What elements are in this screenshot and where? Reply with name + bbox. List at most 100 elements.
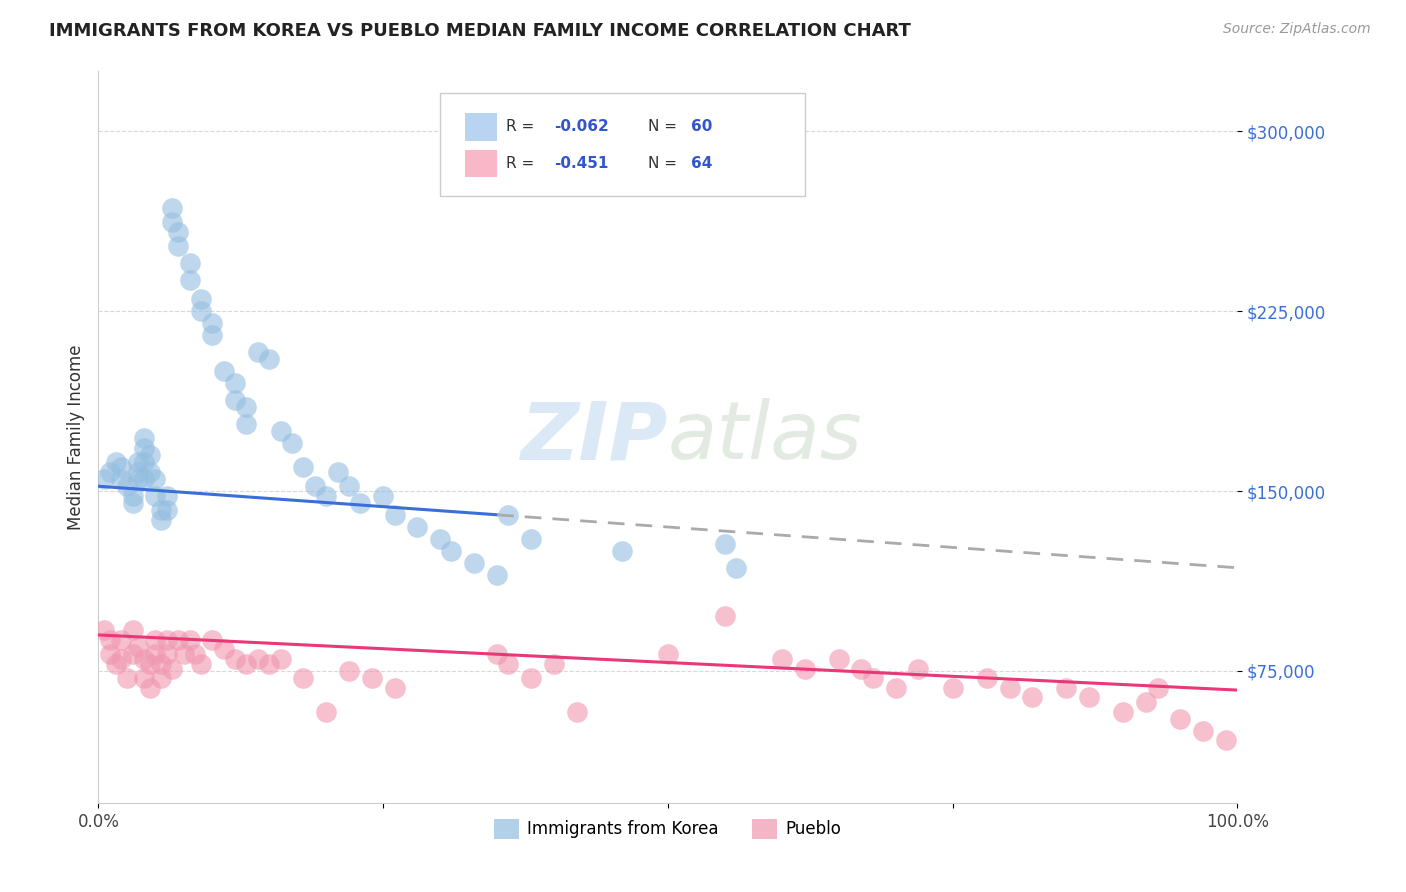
Point bbox=[498, 657, 520, 671]
Point bbox=[714, 608, 737, 623]
Point bbox=[138, 657, 160, 671]
Point bbox=[884, 681, 907, 695]
Point bbox=[246, 652, 269, 666]
Point bbox=[770, 652, 793, 666]
Point bbox=[862, 671, 884, 685]
Point bbox=[1192, 723, 1215, 738]
Point bbox=[121, 489, 143, 503]
Point bbox=[156, 647, 179, 661]
Point bbox=[1215, 733, 1237, 747]
Text: -0.451: -0.451 bbox=[554, 156, 609, 171]
Point bbox=[201, 632, 224, 647]
Point bbox=[270, 652, 292, 666]
Point bbox=[270, 424, 292, 438]
Point bbox=[138, 465, 160, 479]
Point bbox=[145, 632, 167, 647]
FancyBboxPatch shape bbox=[440, 94, 804, 195]
Point bbox=[907, 661, 929, 675]
Point bbox=[520, 532, 543, 546]
Point bbox=[98, 647, 121, 661]
Text: -0.062: -0.062 bbox=[554, 120, 609, 135]
Point bbox=[121, 496, 143, 510]
Point bbox=[292, 671, 315, 685]
Point bbox=[235, 657, 257, 671]
Point bbox=[828, 652, 851, 666]
Text: atlas: atlas bbox=[668, 398, 863, 476]
Point bbox=[132, 455, 155, 469]
Text: 64: 64 bbox=[690, 156, 711, 171]
Point bbox=[145, 647, 167, 661]
Point bbox=[224, 392, 246, 407]
Point bbox=[201, 328, 224, 343]
Point bbox=[110, 632, 132, 647]
Point bbox=[132, 441, 155, 455]
Point bbox=[406, 520, 429, 534]
Point bbox=[1021, 690, 1043, 705]
Point bbox=[115, 479, 138, 493]
Y-axis label: Median Family Income: Median Family Income bbox=[66, 344, 84, 530]
Point bbox=[132, 652, 155, 666]
Point bbox=[167, 225, 190, 239]
Point bbox=[520, 671, 543, 685]
Point bbox=[127, 465, 149, 479]
Point bbox=[132, 671, 155, 685]
Point bbox=[486, 647, 509, 661]
Point bbox=[145, 489, 167, 503]
Point bbox=[132, 472, 155, 486]
Text: N =: N = bbox=[648, 120, 682, 135]
Point bbox=[714, 537, 737, 551]
Point bbox=[371, 489, 394, 503]
Point bbox=[93, 623, 115, 637]
Point bbox=[167, 239, 190, 253]
Point bbox=[851, 661, 873, 675]
Point bbox=[998, 681, 1021, 695]
Point bbox=[150, 671, 173, 685]
Point bbox=[138, 448, 160, 462]
Point bbox=[224, 652, 246, 666]
Point bbox=[337, 664, 360, 678]
Point bbox=[179, 632, 201, 647]
Point bbox=[486, 568, 509, 582]
Point bbox=[793, 661, 815, 675]
Point bbox=[212, 364, 235, 378]
Point bbox=[156, 632, 179, 647]
Point bbox=[138, 681, 160, 695]
Point bbox=[173, 647, 195, 661]
Point bbox=[259, 657, 281, 671]
Point bbox=[292, 460, 315, 475]
Point bbox=[121, 623, 143, 637]
Text: 60: 60 bbox=[690, 120, 711, 135]
Point bbox=[384, 681, 406, 695]
Text: N =: N = bbox=[648, 156, 682, 171]
Point bbox=[184, 647, 207, 661]
Point bbox=[110, 460, 132, 475]
Point bbox=[315, 489, 337, 503]
Point bbox=[121, 647, 143, 661]
Point bbox=[150, 513, 173, 527]
Point bbox=[150, 503, 173, 517]
Point bbox=[1054, 681, 1078, 695]
Point bbox=[565, 705, 588, 719]
Point bbox=[259, 352, 281, 367]
Point bbox=[337, 479, 360, 493]
Point bbox=[304, 479, 326, 493]
Point bbox=[162, 215, 184, 229]
Point bbox=[162, 201, 184, 215]
Point bbox=[942, 681, 965, 695]
Point bbox=[110, 472, 132, 486]
Point bbox=[224, 376, 246, 391]
Point bbox=[156, 503, 179, 517]
Point bbox=[1135, 695, 1157, 709]
Point bbox=[127, 472, 149, 486]
Point bbox=[104, 455, 127, 469]
Point bbox=[104, 657, 127, 671]
Point bbox=[167, 632, 190, 647]
Point bbox=[150, 657, 173, 671]
Point bbox=[976, 671, 998, 685]
Point bbox=[235, 417, 257, 431]
Text: R =: R = bbox=[506, 120, 540, 135]
Point bbox=[326, 465, 349, 479]
Point bbox=[498, 508, 520, 522]
Point bbox=[145, 472, 167, 486]
Point bbox=[98, 632, 121, 647]
